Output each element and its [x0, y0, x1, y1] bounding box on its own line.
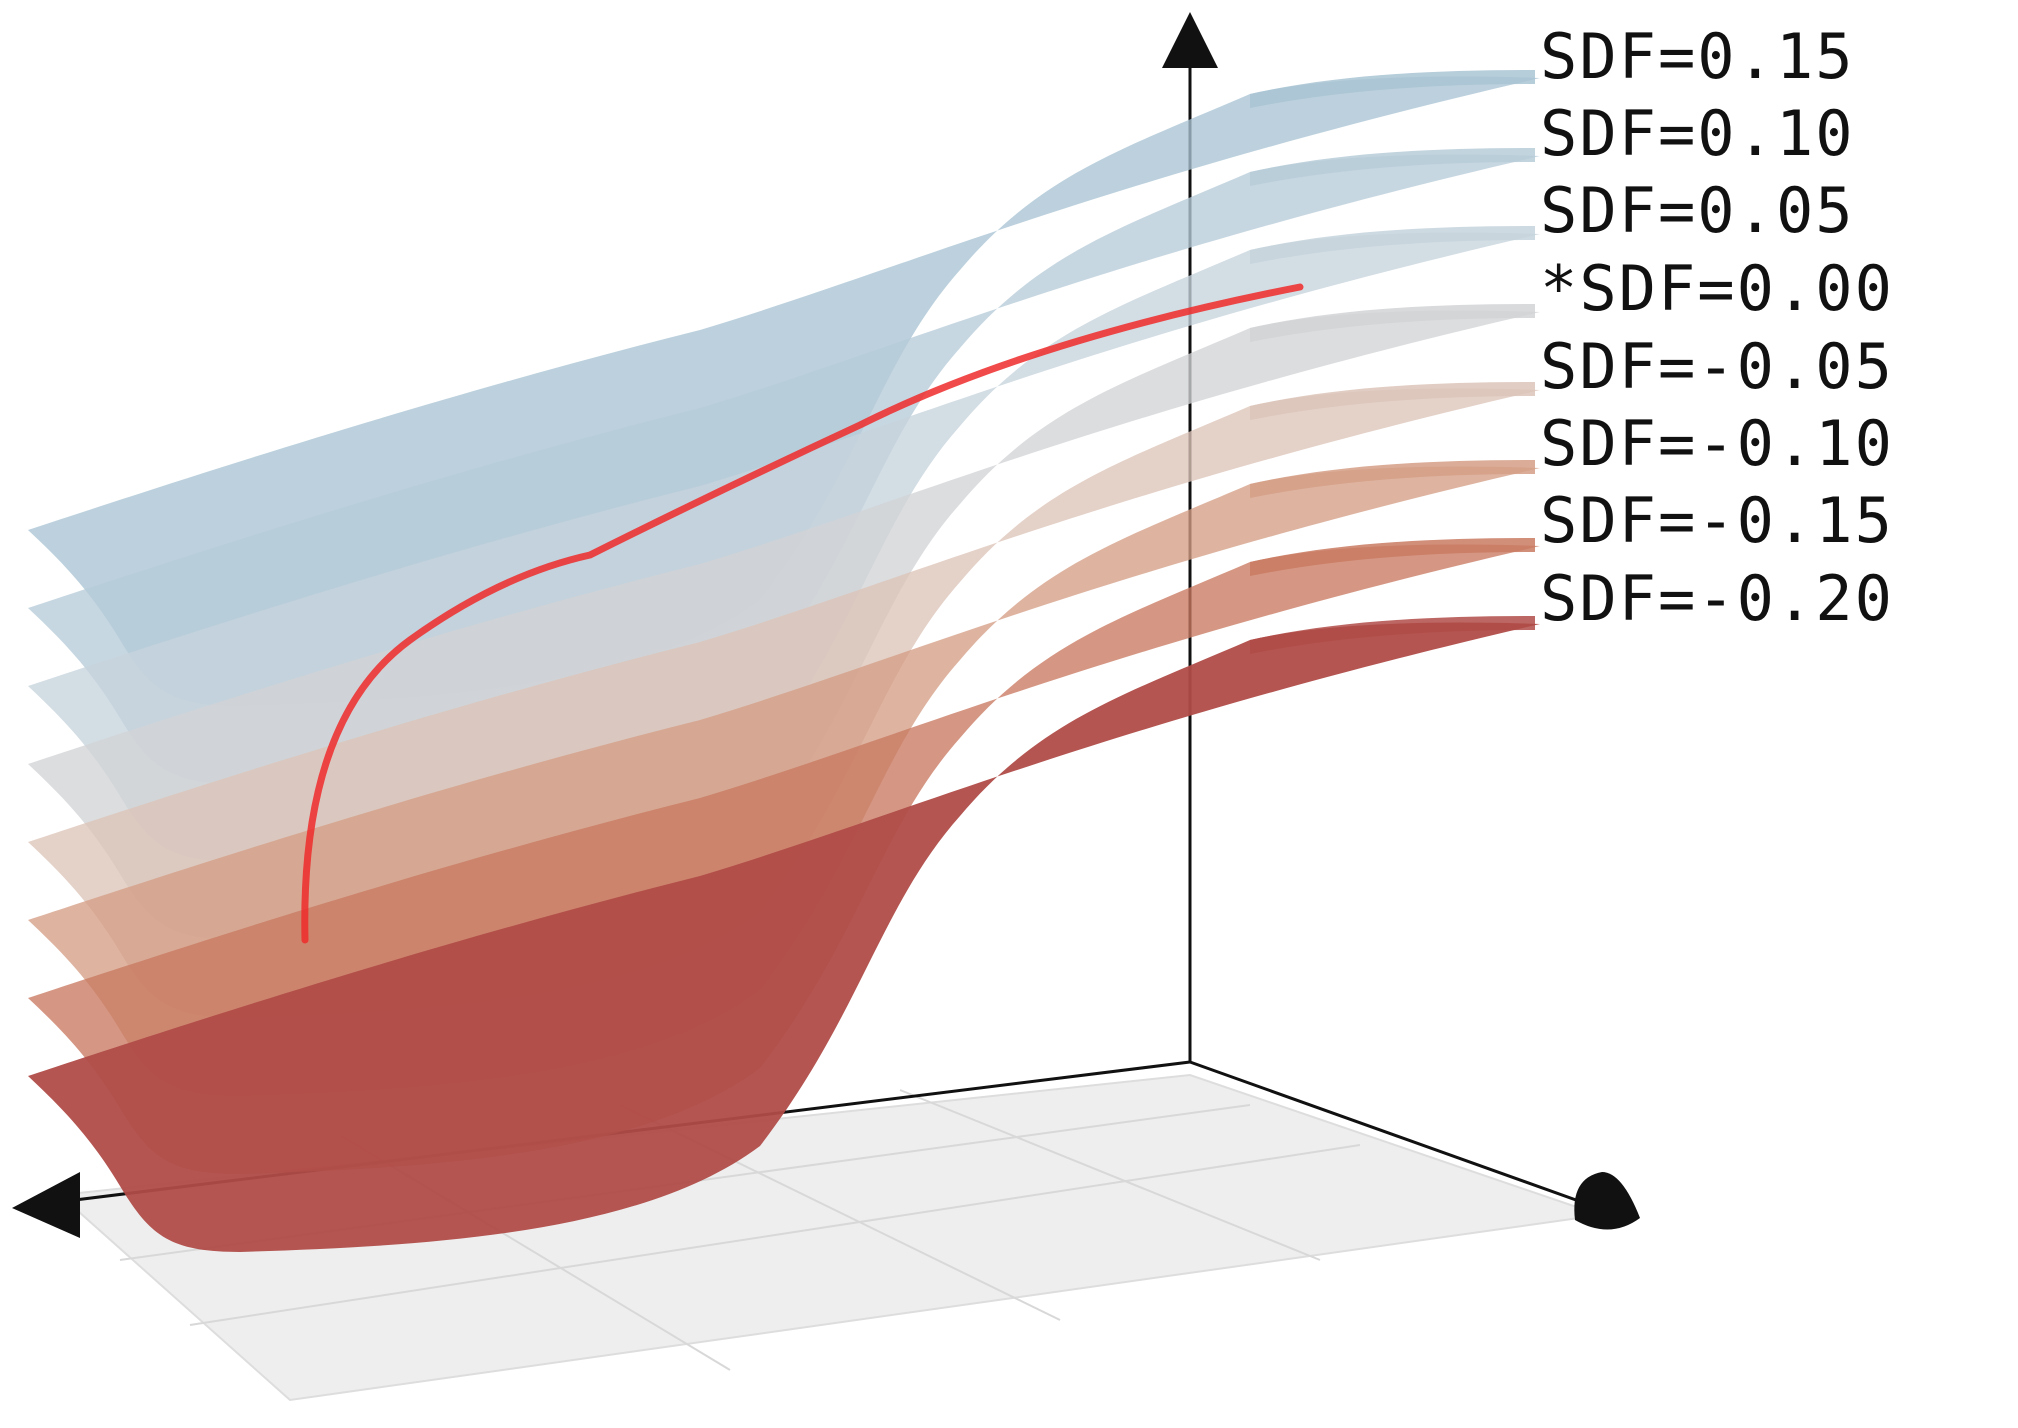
surface-ribbon-1 [1250, 148, 1535, 186]
label-sdf-m0-20: SDF=-0.20 [1540, 562, 1894, 635]
trajectory-curve [301, 283, 1304, 944]
label-sdf-0-10: SDF=0.10 [1540, 97, 1855, 170]
surface-sheet-7 [28, 622, 1540, 1252]
label-sdf-0-15: SDF=0.15 [1540, 20, 1855, 93]
surface-ribbon-4 [1250, 382, 1535, 420]
label-sdf-m0-05: SDF=-0.05 [1540, 330, 1894, 403]
right-axis [1189, 1060, 1591, 1207]
label-sdf-0-00: *SDF=0.00 [1540, 252, 1894, 325]
surface-ribbon-7 [1250, 616, 1535, 654]
label-sdf-m0-10: SDF=-0.10 [1540, 407, 1894, 480]
right-axis-arrow-icon [1574, 1172, 1640, 1230]
label-sdf-0-05: SDF=0.05 [1540, 174, 1855, 247]
surface-ribbon-6 [1250, 538, 1535, 576]
left-axis-arrow-icon [12, 1172, 80, 1238]
surface-ribbon-3 [1250, 304, 1535, 342]
surface-ribbon-5 [1250, 460, 1535, 498]
label-sdf-m0-15: SDF=-0.15 [1540, 484, 1894, 557]
surface-ribbon-0 [1250, 70, 1535, 108]
vertical-axis-arrow-icon [1162, 12, 1218, 68]
sdf-surfaces [28, 70, 1540, 1252]
surface-labels: SDF=0.15 SDF=0.10 SDF=0.05 *SDF=0.00 SDF… [1540, 20, 1894, 635]
surface-ribbon-2 [1250, 226, 1535, 264]
